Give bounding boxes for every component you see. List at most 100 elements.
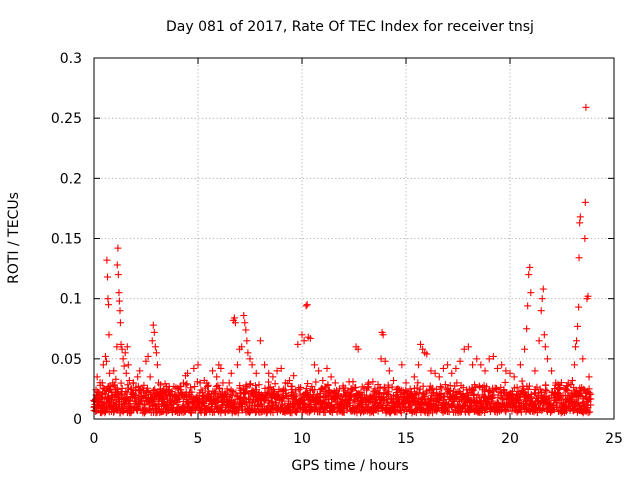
- data-point: [146, 373, 154, 381]
- data-point: [256, 337, 264, 345]
- data-point: [244, 349, 252, 357]
- band-point: [246, 380, 254, 388]
- band-point: [513, 383, 521, 391]
- data-point: [108, 389, 116, 397]
- band-point: [543, 387, 551, 395]
- data-point: [354, 345, 362, 353]
- band-point: [397, 407, 405, 415]
- band-point: [416, 385, 424, 393]
- band-point: [267, 397, 275, 405]
- data-point: [225, 379, 233, 387]
- band-point: [117, 379, 125, 387]
- data-point: [552, 379, 560, 387]
- band-point: [447, 387, 455, 395]
- data-point: [489, 352, 497, 360]
- data-point: [142, 357, 150, 365]
- data-point: [444, 361, 452, 369]
- data-point: [581, 235, 589, 242]
- data-point: [190, 364, 198, 372]
- band-point: [419, 382, 427, 390]
- data-point: [269, 373, 277, 381]
- band-point: [191, 405, 199, 413]
- data-point: [439, 364, 447, 372]
- band-point: [264, 378, 272, 386]
- data-point: [531, 367, 539, 375]
- grid-lines: [94, 58, 614, 419]
- tick-labels: 0 5 10 15 20 25 0 0.05 0.1 0.15 0.2 0.25 0.3: [51, 51, 623, 447]
- data-point: [123, 343, 131, 351]
- band-point: [341, 384, 349, 392]
- data-point: [548, 367, 556, 375]
- data-point: [584, 292, 592, 300]
- band-point: [585, 385, 593, 393]
- data-point: [579, 355, 587, 363]
- band-point: [518, 377, 526, 385]
- data-point: [217, 364, 225, 372]
- data-point: [102, 357, 110, 365]
- data-point: [175, 393, 183, 401]
- data-point: [327, 373, 335, 381]
- data-point: [277, 364, 285, 372]
- band-point: [443, 386, 451, 394]
- band-point: [470, 390, 478, 398]
- data-point: [149, 321, 157, 329]
- data-point: [104, 273, 112, 281]
- band-point: [524, 385, 532, 393]
- data-point: [537, 307, 545, 315]
- band-point: [164, 386, 172, 394]
- data-point: [576, 213, 584, 221]
- data-point: [510, 373, 518, 381]
- data-point: [539, 285, 547, 293]
- data-point: [223, 385, 231, 393]
- data-point: [431, 369, 439, 377]
- band-point: [251, 382, 259, 390]
- data-point: [138, 397, 146, 405]
- data-point: [234, 361, 242, 369]
- data-point: [130, 379, 138, 387]
- data-point: [582, 103, 590, 111]
- band-point: [151, 385, 159, 393]
- band-point: [490, 391, 498, 399]
- band-point: [255, 381, 263, 389]
- band-point: [247, 380, 255, 388]
- data-point: [163, 391, 171, 399]
- data-point: [101, 352, 109, 360]
- band-point: [412, 390, 420, 398]
- band-point: [455, 388, 463, 396]
- data-point: [575, 303, 583, 311]
- band-point: [586, 408, 594, 416]
- data-points: [92, 103, 593, 409]
- data-point: [427, 367, 435, 375]
- data-point: [120, 362, 128, 370]
- data-point: [157, 385, 165, 393]
- band-point: [349, 378, 357, 386]
- data-point: [417, 340, 425, 348]
- y-axis-label: ROTI / TECUs: [6, 192, 22, 284]
- band-point: [183, 380, 191, 388]
- data-point: [494, 364, 502, 372]
- band-point: [568, 392, 576, 400]
- data-point: [319, 376, 327, 384]
- data-point: [209, 367, 217, 375]
- band-point: [229, 388, 237, 396]
- data-point: [241, 319, 249, 327]
- band-point: [415, 389, 423, 397]
- data-point: [151, 343, 159, 351]
- data-point: [248, 361, 256, 369]
- band-point: [471, 384, 479, 392]
- band-point: [369, 378, 377, 386]
- band-point: [271, 380, 279, 388]
- band-point: [321, 408, 329, 416]
- data-point: [213, 373, 221, 381]
- data-point: [574, 322, 582, 330]
- data-point: [105, 301, 113, 309]
- data-point: [385, 367, 393, 375]
- band-point: [352, 383, 360, 391]
- dense-roti-band: [90, 377, 595, 417]
- data-point: [521, 345, 529, 353]
- data-point: [238, 343, 246, 351]
- band-point: [542, 381, 550, 389]
- band-point: [538, 388, 546, 396]
- data-point: [298, 331, 306, 339]
